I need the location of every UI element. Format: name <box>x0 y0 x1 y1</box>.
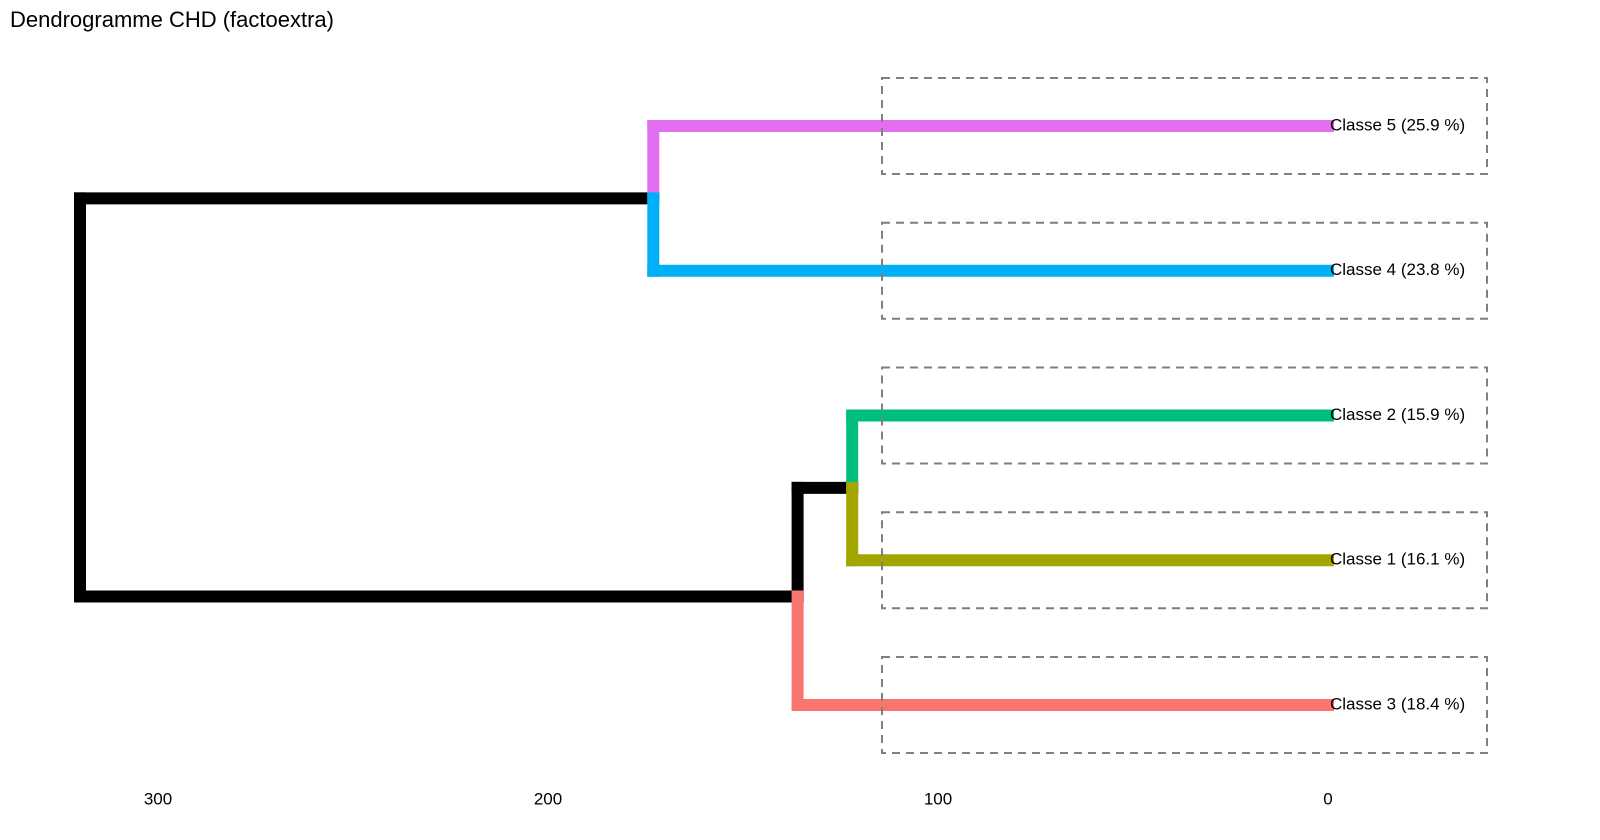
chart-title: Dendrogramme CHD (factoextra) <box>10 7 334 32</box>
leaf-label: Classe 4 (23.8 %) <box>1330 260 1465 279</box>
leaf-label: Classe 5 (25.9 %) <box>1330 115 1465 134</box>
x-tick-label: 300 <box>144 789 172 808</box>
leaf-label: Classe 1 (16.1 %) <box>1330 550 1465 569</box>
x-tick-label: 100 <box>924 789 952 808</box>
leaf-label: Classe 3 (18.4 %) <box>1330 694 1465 713</box>
x-tick-label: 0 <box>1323 789 1332 808</box>
x-tick-label: 200 <box>534 789 562 808</box>
leaf-label: Classe 2 (15.9 %) <box>1330 405 1465 424</box>
